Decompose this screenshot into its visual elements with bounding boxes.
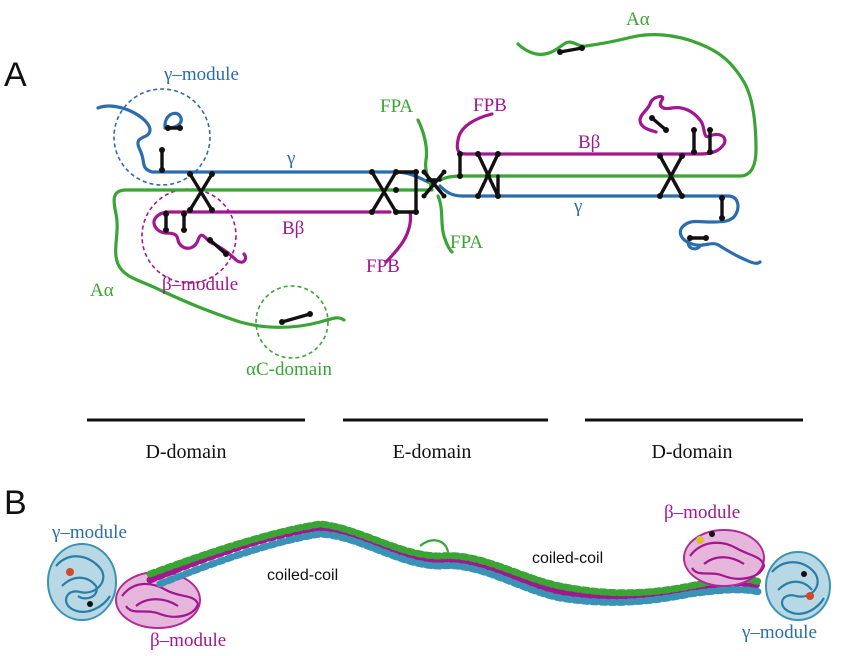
gamma-module-label: γ–module xyxy=(163,64,239,85)
bbeta-fpb-left xyxy=(384,210,413,264)
fpa-bottom-label: FPA xyxy=(450,232,483,253)
coiled-coil-linker xyxy=(419,539,450,553)
gamma-left-label: γ xyxy=(286,148,295,169)
fpa-top-label: FPA xyxy=(380,96,413,117)
d-domain-label-right: D-domain xyxy=(651,441,732,463)
beta-module-structure-left xyxy=(115,571,201,629)
disulfide-ac-domain xyxy=(279,311,313,325)
beta-module-structure-right xyxy=(683,529,766,587)
disulfide-knot-center-left xyxy=(369,169,419,215)
gamma-module-left-label: γ–module xyxy=(51,522,127,543)
bbeta-right-label: Bβ xyxy=(578,132,600,153)
disulfide-knot-left xyxy=(159,125,229,257)
aalpha-left-label: Aα xyxy=(90,280,114,301)
gamma-chain-right xyxy=(438,184,762,265)
coiled-coil-right-label: coiled-coil xyxy=(532,550,603,567)
beta-module-left-label: β–module xyxy=(150,630,226,651)
coiled-coil-left-label: coiled-coil xyxy=(267,567,338,584)
disulfide-knot-central xyxy=(421,169,447,199)
gamma-module-right-label: γ–module xyxy=(741,622,817,643)
coiled-coil-alpha-helix xyxy=(146,520,764,597)
gamma-right-label: γ xyxy=(573,196,582,217)
bbeta-left-label: Bβ xyxy=(282,218,304,239)
panel-b-letter: B xyxy=(4,484,27,522)
ac-domain-circle xyxy=(255,285,329,359)
bbeta-chain-left xyxy=(152,210,392,264)
beta-module-right-label: β–module xyxy=(664,502,740,523)
aalpha-chain-right xyxy=(438,33,758,182)
panel-a-letter: A xyxy=(4,56,27,94)
ac-domain-label: αC-domain xyxy=(246,359,332,380)
gamma-module-structure-right xyxy=(765,551,831,621)
coiled-coil-gamma-helix xyxy=(156,530,764,606)
aalpha-chain-left xyxy=(112,188,432,329)
disulfide-aalpha-top xyxy=(557,45,585,55)
disulfide-knot-right xyxy=(649,115,725,241)
beta-module-label: β–module xyxy=(162,274,238,295)
gamma-module-structure-left xyxy=(47,543,117,621)
beta-module-circle xyxy=(141,188,237,284)
e-domain-label: E-domain xyxy=(393,441,472,463)
aalpha-right-label: Aα xyxy=(626,9,650,30)
gamma-module-circle xyxy=(113,88,211,186)
disulfide-knot-center-right xyxy=(457,151,501,199)
d-domain-label-left: D-domain xyxy=(145,441,226,463)
fpa-chain-bottom xyxy=(436,194,454,254)
fpb-bottom-label: FPB xyxy=(366,256,400,277)
gamma-chain-left xyxy=(96,104,434,186)
fpb-top-label: FPB xyxy=(473,95,507,116)
